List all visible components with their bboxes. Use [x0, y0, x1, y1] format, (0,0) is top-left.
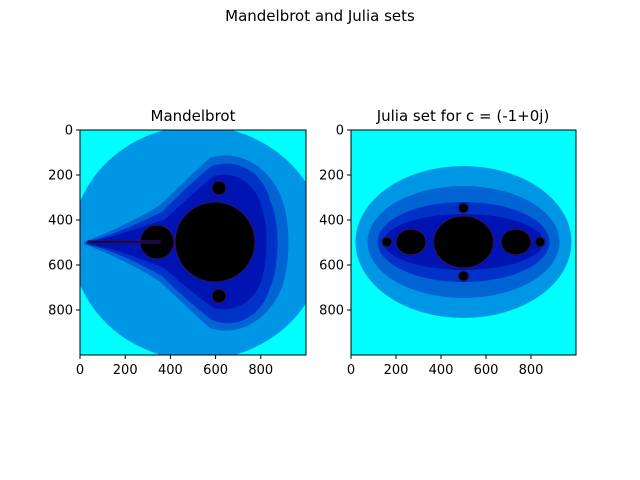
- mandelbrot-plot: 0 200 400 600 800 0 200 400 600 800: [48, 124, 307, 378]
- y-tick-label: 0: [336, 124, 344, 139]
- top-bulb: [211, 180, 227, 196]
- y-tick-label: 200: [48, 169, 73, 184]
- x-tick-label: 800: [248, 363, 273, 378]
- x-tick-label: 200: [384, 363, 409, 378]
- x-tick-label: 400: [429, 363, 454, 378]
- right-component: [500, 228, 532, 256]
- bottom-component: [457, 270, 470, 282]
- main-cardioid: [174, 201, 256, 283]
- y-tick-label: 600: [319, 259, 344, 274]
- x-tick-label: 0: [76, 363, 84, 378]
- bottom-bulb: [211, 288, 227, 304]
- far-right-component: [534, 236, 546, 248]
- mandelbrot-y-axis: 0 200 400 600 800: [48, 124, 80, 319]
- julia-x-axis: 0 200 400 600 800: [347, 355, 544, 378]
- y-tick-label: 0: [65, 124, 73, 139]
- julia-y-axis: 0 200 400 600 800: [319, 124, 351, 319]
- x-tick-label: 0: [347, 363, 355, 378]
- real-axis-spike: [87, 240, 161, 244]
- central-component: [432, 215, 495, 269]
- y-tick-label: 800: [319, 304, 344, 319]
- mandelbrot-x-axis: 0 200 400 600 800: [76, 355, 273, 378]
- julia-axes-frame: [350, 129, 577, 356]
- x-tick-label: 200: [113, 363, 138, 378]
- julia-title: Julia set for c = (-1+0j): [376, 107, 550, 125]
- mandelbrot-set-interior: [87, 180, 256, 304]
- y-tick-label: 400: [48, 214, 73, 229]
- left-component: [395, 228, 427, 256]
- y-tick-label: 800: [48, 304, 73, 319]
- x-tick-label: 600: [474, 363, 499, 378]
- julia-image: [351, 130, 576, 355]
- y-tick-label: 400: [319, 214, 344, 229]
- far-left-component: [381, 236, 393, 248]
- x-tick-label: 400: [158, 363, 183, 378]
- x-tick-label: 600: [203, 363, 228, 378]
- x-tick-label: 800: [519, 363, 544, 378]
- mandelbrot-title: Mandelbrot: [151, 107, 236, 125]
- julia-set-interior: [381, 202, 546, 282]
- julia-plot: 0 200 400 600 800 0 200 400 600 800: [319, 124, 577, 378]
- y-tick-label: 600: [48, 259, 73, 274]
- figure-title: Mandelbrot and Julia sets: [225, 7, 415, 25]
- mandelbrot-image: [80, 130, 306, 355]
- y-tick-label: 200: [319, 169, 344, 184]
- top-component: [457, 202, 470, 214]
- mandelbrot-axes-frame: [79, 129, 307, 356]
